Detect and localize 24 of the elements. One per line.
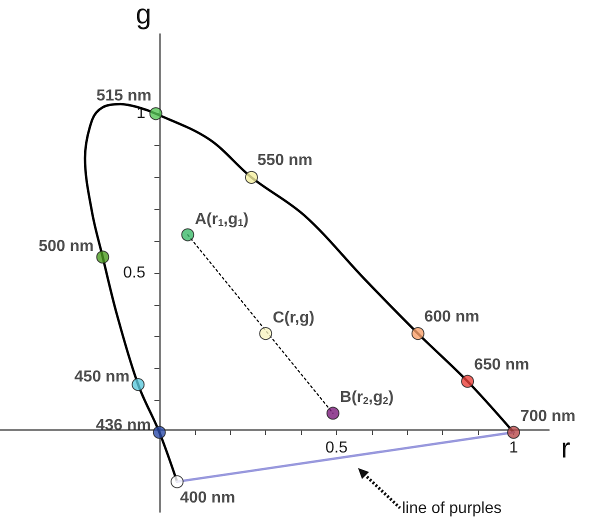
x-axis-title: r [561, 432, 570, 464]
point [96, 250, 110, 264]
point [170, 475, 184, 488]
annotation: 515 nm [96, 87, 152, 104]
annotation: 550 nm [257, 152, 312, 170]
annotation: 450 nm [74, 368, 130, 386]
annotation: 650 nm [474, 356, 530, 374]
point [461, 374, 474, 388]
annotation: C(r,g) [272, 309, 314, 326]
annotation: 600 nm [424, 308, 480, 326]
annotation: 500 nm [38, 238, 94, 255]
point [326, 406, 340, 420]
point [411, 327, 424, 340]
y-axis-title: g [136, 0, 152, 30]
annotation: 700 nm [520, 408, 576, 425]
point [181, 228, 194, 242]
point [132, 378, 145, 392]
point [149, 107, 162, 120]
annotation: line of purples [402, 500, 502, 518]
point [259, 327, 272, 340]
point [152, 426, 166, 439]
point [244, 170, 258, 184]
annotation: 400 nm [180, 490, 236, 507]
point [507, 426, 520, 439]
